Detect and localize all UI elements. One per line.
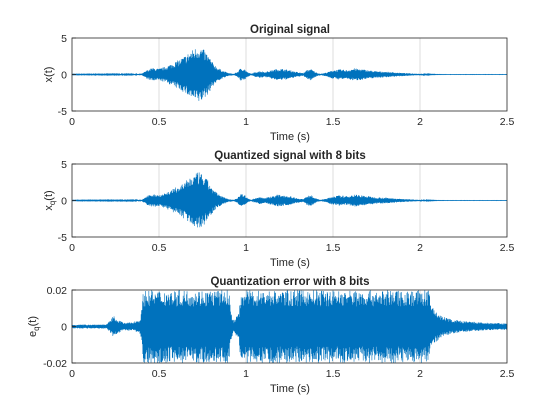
x-ticks: 0 0.5 1 1.5 2 2.5 bbox=[69, 242, 514, 254]
x-tick-label: 0.5 bbox=[152, 242, 167, 254]
y-axis-label: xq(t) bbox=[43, 190, 57, 210]
signal-trace bbox=[71, 49, 508, 101]
x-tick-label: 1 bbox=[243, 242, 249, 254]
x-tick-label: 1.5 bbox=[326, 368, 341, 380]
y-tick-label: 5 bbox=[61, 33, 67, 45]
x-tick-label: 2.5 bbox=[500, 368, 515, 380]
chart-title: Quantized signal with 8 bits bbox=[214, 150, 365, 162]
x-ticks: 0 0.5 1 1.5 2 2.5 bbox=[69, 116, 514, 128]
y-axis-label: eq(t) bbox=[27, 316, 41, 337]
y-ticks: 5 0 -5 bbox=[58, 159, 76, 244]
x-tick-label: 2.5 bbox=[500, 116, 515, 128]
x-tick-label: 1 bbox=[243, 368, 249, 380]
y-axis-label-main: e bbox=[27, 331, 39, 337]
x-tick-label: 2 bbox=[417, 368, 423, 380]
y-axis-label-subscript: q bbox=[32, 326, 41, 330]
y-tick-label: 0 bbox=[61, 322, 67, 334]
x-tick-label: 1.5 bbox=[326, 242, 341, 254]
panel-original-signal: Original signal 5 0 -5 0 0.5 1 1.5 2 2.5… bbox=[43, 24, 514, 143]
y-tick-label: -5 bbox=[58, 106, 67, 118]
x-axis-label: Time (s) bbox=[270, 131, 310, 143]
y-tick-label: -5 bbox=[58, 232, 67, 244]
y-axis-label-main: x bbox=[43, 205, 55, 211]
error-trace bbox=[71, 290, 508, 364]
x-tick-label: 0 bbox=[69, 242, 75, 254]
panel-quantized-signal: Quantized signal with 8 bits 5 0 -5 0 0.… bbox=[43, 150, 514, 269]
y-tick-label: -0.02 bbox=[43, 358, 67, 370]
panel-quantization-error: Quantization error with 8 bits 0.02 0 -0… bbox=[27, 276, 514, 395]
x-tick-label: 1 bbox=[243, 116, 249, 128]
x-tick-label: 0 bbox=[69, 368, 75, 380]
y-tick-label: 0 bbox=[61, 70, 67, 82]
y-tick-label: 0.02 bbox=[47, 285, 68, 297]
signal-trace bbox=[71, 172, 508, 228]
y-axis-label-tail: (t) bbox=[27, 316, 39, 326]
chart-title: Quantization error with 8 bits bbox=[210, 276, 369, 288]
y-axis-label-subscript: q bbox=[48, 201, 57, 205]
y-tick-label: 5 bbox=[61, 159, 67, 171]
x-tick-label: 0 bbox=[69, 116, 75, 128]
chart-title: Original signal bbox=[250, 24, 330, 36]
x-tick-label: 1.5 bbox=[326, 116, 341, 128]
x-tick-label: 2.5 bbox=[500, 242, 515, 254]
x-tick-label: 2 bbox=[417, 116, 423, 128]
y-axis-label: x(t) bbox=[43, 67, 55, 83]
y-ticks: 0.02 0 -0.02 bbox=[43, 285, 76, 370]
x-axis-label: Time (s) bbox=[270, 257, 310, 269]
x-axis-label: Time (s) bbox=[270, 383, 310, 395]
x-tick-label: 0.5 bbox=[152, 368, 167, 380]
y-axis-label-tail: (t) bbox=[43, 190, 55, 200]
x-tick-label: 2 bbox=[417, 242, 423, 254]
y-ticks: 5 0 -5 bbox=[58, 33, 76, 118]
y-tick-label: 0 bbox=[61, 196, 67, 208]
x-tick-label: 0.5 bbox=[152, 116, 167, 128]
x-ticks: 0 0.5 1 1.5 2 2.5 bbox=[69, 368, 514, 380]
